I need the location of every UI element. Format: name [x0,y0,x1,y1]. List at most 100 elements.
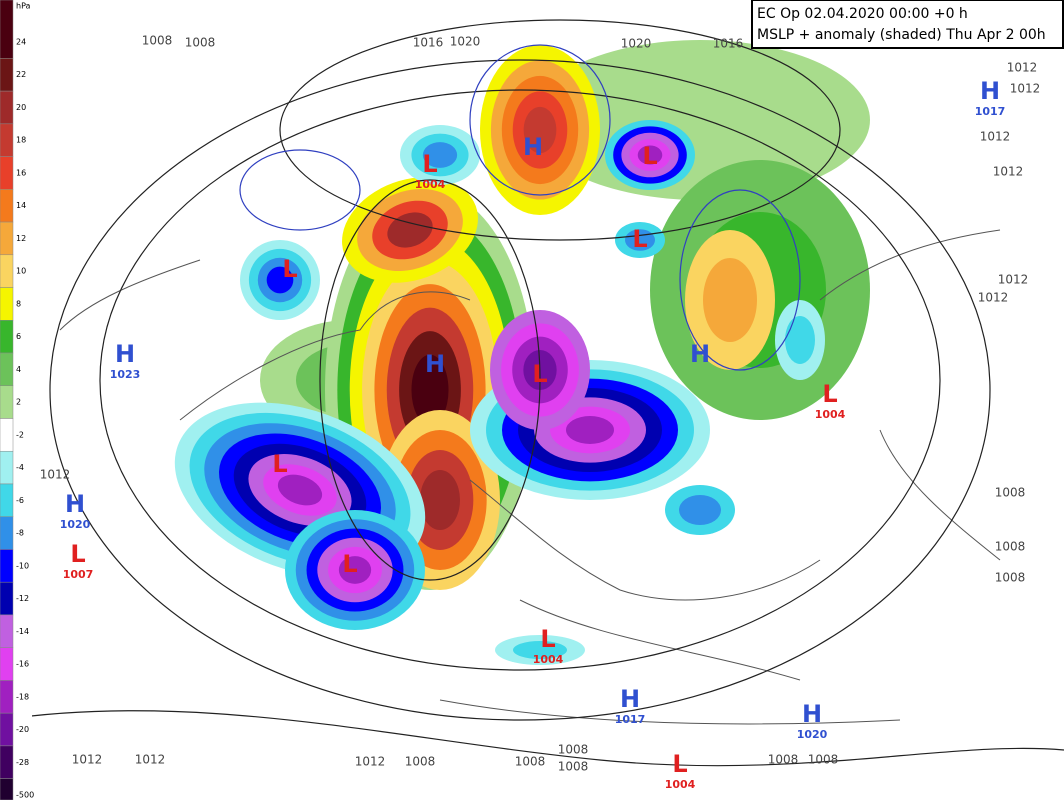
isobar-label: 1008 [558,743,589,757]
colorbar-band [0,450,14,485]
colorbar-label: 16 [16,168,26,177]
anomaly-area [566,416,614,444]
colorbar-label: 10 [16,267,26,276]
colorbar-band [0,320,14,354]
system-pressure: 1017 [615,713,646,726]
anomaly-area [679,495,721,525]
isobar-label: 1012 [72,753,103,767]
colorbar-label: 18 [16,136,26,145]
system-pressure: 1020 [797,728,828,741]
header-box [751,0,1064,49]
system-pressure: 1023 [110,368,141,381]
isobar-label: 1012 [355,755,386,769]
system-letter: H [802,700,822,728]
colorbar-unit: hPa [16,2,31,11]
colorbar-label: -10 [16,561,29,570]
colorbar-band [0,516,14,550]
system-letter: H [115,340,135,368]
colorbar-label: -2 [16,430,24,439]
anomaly-area [422,142,458,168]
colorbar-band [0,581,14,616]
isobar-label: 1012 [40,468,71,482]
header-line1: EC Op 02.04.2020 00:00 +0 h [757,6,968,22]
colorbar-label: -6 [16,496,24,505]
colorbar-band [0,418,14,452]
isobar-label: 1008 [142,34,173,48]
anomaly-area [785,316,815,364]
colorbar-label: -16 [16,660,29,669]
system-pressure: 1007 [63,568,94,581]
colorbar-band [0,58,14,92]
system-pressure: 1004 [665,778,696,791]
isobar-label: 1020 [450,35,481,49]
colorbar-band [0,352,14,387]
isobar-label: 1008 [808,753,839,767]
colorbar-label: 14 [16,201,26,210]
colorbar-band [0,680,14,714]
colorbar-label: -28 [16,758,29,767]
colorbar-band [0,745,14,779]
colorbar-label: 8 [16,299,21,308]
colorbar-label: -4 [16,463,24,472]
colorbar-band [0,156,14,190]
system-letter: H [620,685,640,713]
system-letter: L [422,150,437,178]
system-letter: L [342,550,357,578]
colorbar-band [0,0,14,59]
colorbar-label: -8 [16,529,24,538]
isobar-label: 1008 [515,755,546,769]
colorbar-band [0,287,14,321]
isobar-label: 1008 [995,571,1026,585]
colorbar-label: -500 [16,791,34,800]
isobar-label: 1012 [1007,61,1038,75]
system-pressure: 1004 [415,178,446,191]
anomaly-layer [174,40,870,665]
isobar-label: 1016 [713,37,744,51]
isobar-label: 1012 [980,130,1011,144]
system-letter: H [65,490,85,518]
isobar-label: 1020 [621,37,652,51]
system-letter: H [690,340,710,368]
isobar-label: 1008 [995,540,1026,554]
isobar-label: 1008 [995,486,1026,500]
colorbar-band [0,549,14,583]
isobar-label: 1012 [978,291,1009,305]
colorbar-band [0,189,14,223]
anomaly-area [523,106,557,154]
colorbar-band [0,385,14,419]
colorbar-band [0,483,14,517]
isobar-label: 1012 [998,273,1029,287]
system-letter: L [532,360,547,388]
colorbar-label: 4 [16,365,21,374]
colorbar-label: 6 [16,332,21,341]
colorbar-label: 2 [16,398,21,407]
colorbar-label: -14 [16,627,29,636]
isobar-label: 1008 [405,755,436,769]
system-pressure: 1020 [60,518,91,531]
colorbar-label: 22 [16,70,26,79]
isobar-label: 1008 [768,753,799,767]
isobar-label: 1012 [993,165,1024,179]
isobars [0,19,1064,767]
system-pressure: 1004 [533,653,564,666]
system-letter: L [672,750,687,778]
colorbar-label: 20 [16,103,26,112]
anomaly-area [277,474,323,506]
anomaly-area [266,266,294,294]
anomaly-area [338,556,372,584]
isobar-label: 1016 [413,36,444,50]
anomaly-area [513,641,567,659]
header-line2: MSLP + anomaly (shaded) Thu Apr 2 00h [757,27,1046,43]
system-letter: L [282,255,297,283]
anomaly-area [420,470,460,530]
colorbar-band [0,778,14,800]
system-pressure: 1004 [815,408,846,421]
colorbar-band [0,254,14,288]
system-letter: L [632,225,647,253]
isobar-label: 1012 [135,753,166,767]
colorbar-band [0,221,14,256]
colorbar-band [0,123,14,157]
system-letter: H [523,133,543,161]
